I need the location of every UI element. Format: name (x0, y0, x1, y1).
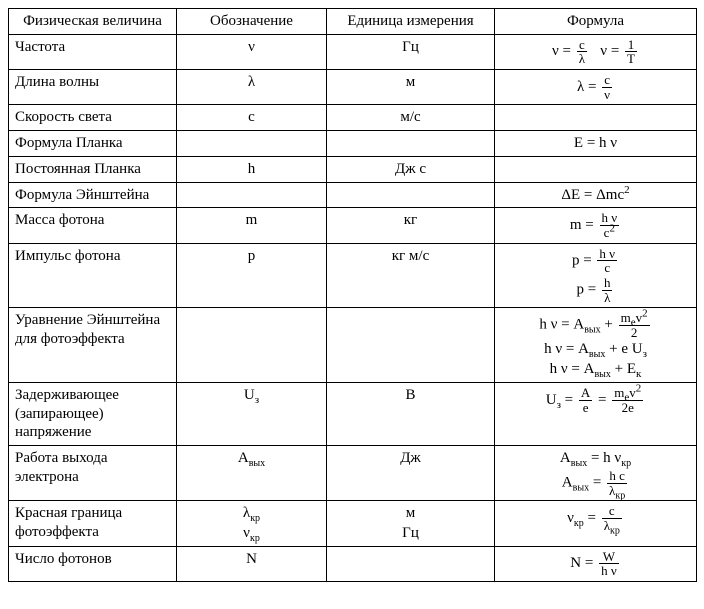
quantity-cell: Скорость света (9, 105, 177, 131)
unit-cell: м (327, 70, 495, 105)
physics-formula-table: Физическая величина Обозначение Единица … (8, 8, 697, 582)
table-row: Постоянная Планка h Дж с (9, 156, 697, 182)
col-header-symbol: Обозначение (177, 9, 327, 35)
unit-cell: Дж с (327, 156, 495, 182)
symbol-cell: p (177, 243, 327, 308)
formula-cell: E = h ν (495, 131, 697, 157)
quantity-cell: Задерживающее (запирающее) напряжение (9, 382, 177, 445)
quantity-cell: Формула Планка (9, 131, 177, 157)
formula-cell: Uз = Ae = mev22e (495, 382, 697, 445)
quantity-cell: Формула Эйнштейна (9, 182, 177, 208)
unit-cell (327, 131, 495, 157)
quantity-cell: Масса фотона (9, 208, 177, 243)
formula-cell: h ν = Aвых + mev22 h ν = Aвых + e Uз h ν… (495, 308, 697, 383)
symbol-cell: N (177, 546, 327, 581)
unit-cell: кг м/с (327, 243, 495, 308)
col-header-quantity: Физическая величина (9, 9, 177, 35)
table-row: Формула Планка E = h ν (9, 131, 697, 157)
formula-cell (495, 105, 697, 131)
unit-cell: мГц (327, 501, 495, 547)
symbol-cell: Uз (177, 382, 327, 445)
quantity-cell: Красная граница фотоэффекта (9, 501, 177, 547)
symbol-cell: λ (177, 70, 327, 105)
table-row: Задерживающее (запирающее) напряжение Uз… (9, 382, 697, 445)
symbol-cell: ν (177, 34, 327, 69)
table-row: Число фотонов N N = Wh ν (9, 546, 697, 581)
quantity-cell: Уравнение Эйнштейна для фотоэффекта (9, 308, 177, 383)
table-row: Длина волны λ м λ = cν (9, 70, 697, 105)
unit-cell: Дж (327, 446, 495, 501)
symbol-cell: Aвых (177, 446, 327, 501)
table-row: Скорость света c м/с (9, 105, 697, 131)
formula-cell: νкр = cλкр (495, 501, 697, 547)
unit-cell: Гц (327, 34, 495, 69)
table-row: Формула Эйнштейна ΔE = Δmc2 (9, 182, 697, 208)
quantity-cell: Частота (9, 34, 177, 69)
table-row: Красная граница фотоэффекта λкрνкр мГц ν… (9, 501, 697, 547)
unit-cell: В (327, 382, 495, 445)
unit-cell (327, 182, 495, 208)
quantity-cell: Импульс фотона (9, 243, 177, 308)
symbol-cell (177, 182, 327, 208)
unit-cell: м/с (327, 105, 495, 131)
quantity-cell: Число фотонов (9, 546, 177, 581)
symbol-cell (177, 131, 327, 157)
symbol-cell: m (177, 208, 327, 243)
unit-cell (327, 546, 495, 581)
table-row: Импульс фотона p кг м/с p = h νc p = hλ (9, 243, 697, 308)
formula-cell: m = h νc2 (495, 208, 697, 243)
quantity-cell: Постоянная Планка (9, 156, 177, 182)
quantity-cell: Работа выхода электрона (9, 446, 177, 501)
symbol-cell: λкрνкр (177, 501, 327, 547)
symbol-cell: c (177, 105, 327, 131)
formula-cell (495, 156, 697, 182)
symbol-cell: h (177, 156, 327, 182)
formula-cell: λ = cν (495, 70, 697, 105)
symbol-cell (177, 308, 327, 383)
unit-cell (327, 308, 495, 383)
table-header-row: Физическая величина Обозначение Единица … (9, 9, 697, 35)
formula-cell: N = Wh ν (495, 546, 697, 581)
col-header-unit: Единица измерения (327, 9, 495, 35)
quantity-cell: Длина волны (9, 70, 177, 105)
table-row: Работа выхода электрона Aвых Дж Aвых = h… (9, 446, 697, 501)
table-row: Масса фотона m кг m = h νc2 (9, 208, 697, 243)
col-header-formula: Формула (495, 9, 697, 35)
table-row: Частота ν Гц ν = cλ ν = 1T (9, 34, 697, 69)
formula-cell: ΔE = Δmc2 (495, 182, 697, 208)
formula-cell: p = h νc p = hλ (495, 243, 697, 308)
unit-cell: кг (327, 208, 495, 243)
formula-cell: ν = cλ ν = 1T (495, 34, 697, 69)
formula-cell: Aвых = h νкр Aвых = h cλкр (495, 446, 697, 501)
table-row: Уравнение Эйнштейна для фотоэффекта h ν … (9, 308, 697, 383)
